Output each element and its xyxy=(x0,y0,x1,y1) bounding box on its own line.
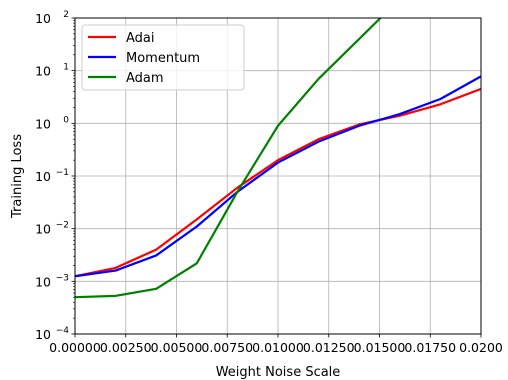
legend-box xyxy=(81,24,245,91)
y-tick-exponent: 2 xyxy=(63,10,69,20)
x-tick-label: 0.01000 xyxy=(252,340,304,355)
svg-text:0: 0 xyxy=(63,115,69,125)
y-tick-base: 10 xyxy=(35,11,51,26)
svg-text:1: 1 xyxy=(63,63,69,73)
y-tick-exponent: −4 xyxy=(56,326,70,336)
x-axis-label: Weight Noise Scale xyxy=(216,365,341,380)
y-tick-base: 10 xyxy=(35,64,51,79)
svg-text:−3: −3 xyxy=(56,273,69,283)
y-axis-label: Training Loss xyxy=(10,134,25,219)
legend-label: Adai xyxy=(126,31,155,46)
y-tick-base: 10 xyxy=(35,222,51,237)
y-tick-base: 10 xyxy=(35,116,51,131)
y-tick-label: 10 xyxy=(35,274,51,289)
svg-text:−4: −4 xyxy=(56,326,70,336)
legend-label: Momentum xyxy=(126,51,200,66)
series-line-adam xyxy=(75,18,383,299)
x-axis-ticks: 0.00000 0.00250 0.00500 0.00750 0.01000 0.012… xyxy=(49,334,503,355)
y-tick-exponent: −2 xyxy=(56,221,69,231)
legend: Adai Momentum Adam xyxy=(81,24,245,91)
y-tick-base: 10 xyxy=(35,327,51,342)
x-tick-label: 0.01500 xyxy=(354,340,406,355)
legend-label: Adam xyxy=(126,71,164,86)
x-tick-label: 0.00000 xyxy=(49,340,101,355)
svg-text:−2: −2 xyxy=(56,221,69,231)
x-tick-label: 0.00750 xyxy=(201,340,253,355)
y-tick-label: 10 xyxy=(35,64,51,79)
y-tick-base: 10 xyxy=(35,274,51,289)
y-tick-label: 10 xyxy=(35,11,51,26)
y-tick-label: 10 xyxy=(35,116,51,131)
x-tick-label: 0.0200 xyxy=(459,340,503,355)
grid xyxy=(74,17,482,335)
y-tick-exponent: 1 xyxy=(63,63,69,73)
x-tick-label: 0.00500 xyxy=(151,340,203,355)
x-tick-label: 0.00250 xyxy=(100,340,152,355)
svg-text:−1: −1 xyxy=(56,168,69,178)
y-tick-exponent: −3 xyxy=(56,273,69,283)
series-line-momentum xyxy=(75,75,481,278)
y-tick-label: 10 xyxy=(35,169,51,184)
y-axis-ticks: 10 −4 10 −3 10 −2 10 −1 10 0 10 1 10 2 xyxy=(35,10,75,342)
x-tick-label: 0.01250 xyxy=(303,340,355,355)
y-tick-label: 10 xyxy=(35,327,51,342)
series-line-adai xyxy=(75,87,481,278)
svg-text:2: 2 xyxy=(63,10,69,20)
x-tick-label: 0.01750 xyxy=(404,340,456,355)
y-tick-label: 10 xyxy=(35,222,51,237)
series-lines xyxy=(75,18,481,299)
y-tick-exponent: 0 xyxy=(63,115,69,125)
y-tick-base: 10 xyxy=(35,169,51,184)
y-tick-exponent: −1 xyxy=(56,168,69,178)
